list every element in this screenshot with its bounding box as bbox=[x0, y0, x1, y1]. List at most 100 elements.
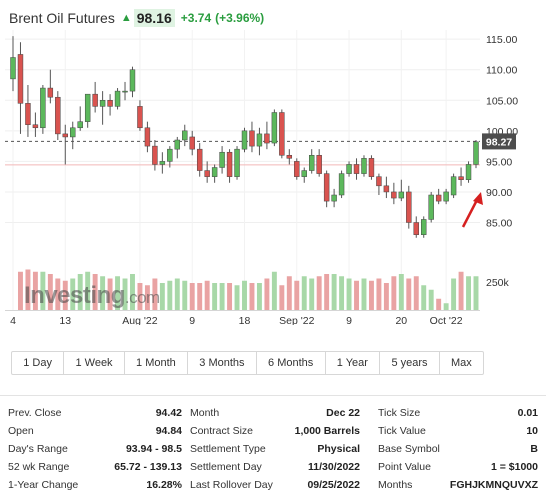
candle bbox=[196, 143, 203, 177]
price-change: +3.74 bbox=[180, 11, 212, 25]
candle bbox=[398, 179, 405, 202]
volume-bar bbox=[85, 271, 91, 310]
candle-body bbox=[279, 112, 285, 156]
stat-value: 1,000 Barrels bbox=[294, 425, 360, 437]
candle-body bbox=[264, 133, 270, 144]
stat-value: 16.28% bbox=[146, 479, 182, 491]
candle bbox=[413, 216, 419, 238]
volume-tick-label: 250k bbox=[486, 277, 510, 289]
candle bbox=[77, 106, 83, 131]
candle bbox=[301, 167, 307, 183]
candle-body bbox=[32, 124, 39, 129]
candle-body bbox=[152, 145, 158, 165]
candle-body bbox=[17, 54, 24, 104]
candle-body bbox=[10, 57, 16, 80]
candle-body bbox=[249, 130, 255, 147]
candle bbox=[114, 88, 121, 110]
price-change-percent: (+3.96%) bbox=[215, 11, 265, 25]
candle bbox=[17, 42, 24, 134]
stat-value: 93.94 - 98.5 bbox=[125, 443, 182, 455]
volume-bar bbox=[152, 278, 158, 310]
candle-body bbox=[204, 170, 210, 177]
volume-bar bbox=[167, 280, 173, 310]
candle-body bbox=[196, 148, 203, 171]
stat-row: Tick Size 0.01 bbox=[378, 404, 538, 422]
volume-bar bbox=[331, 274, 337, 310]
range-button-1-week[interactable]: 1 Week bbox=[64, 352, 125, 374]
stat-label: Point Value bbox=[378, 461, 431, 473]
candle bbox=[152, 140, 158, 171]
investing-watermark: Investing.com bbox=[24, 282, 160, 310]
range-button-max[interactable]: Max bbox=[451, 357, 472, 369]
candle bbox=[450, 173, 457, 199]
volume-bar bbox=[197, 283, 203, 310]
range-button-6-months[interactable]: 6 Months bbox=[257, 352, 326, 374]
volume-bar bbox=[242, 280, 247, 310]
y-tick-label: 110.00 bbox=[486, 65, 517, 77]
y-tick-label: 85.00 bbox=[486, 218, 512, 230]
stat-label: Prev. Close bbox=[8, 407, 62, 419]
stat-label: Contract Size bbox=[190, 425, 254, 437]
volume-bar bbox=[279, 285, 285, 310]
candle-body bbox=[271, 112, 278, 144]
candle-body bbox=[406, 191, 412, 223]
candle-body bbox=[346, 164, 352, 174]
price-chart[interactable]: 115.00110.00105.00100.0095.0090.0085.002… bbox=[0, 30, 546, 325]
candle bbox=[241, 127, 248, 153]
volume-bar bbox=[316, 276, 322, 310]
candle-body bbox=[211, 167, 218, 177]
range-button-1-year[interactable]: 1 Year bbox=[326, 352, 381, 374]
volume-bar bbox=[294, 280, 300, 310]
up-arrow-icon: ▲ bbox=[120, 12, 132, 24]
x-tick-label: 18 bbox=[239, 315, 251, 325]
range-button-5-years[interactable]: 5 years bbox=[380, 352, 440, 374]
candle bbox=[234, 146, 240, 180]
range-button-1-day[interactable]: 1 Day bbox=[12, 352, 65, 374]
candle-body bbox=[353, 164, 360, 174]
stat-label: Month bbox=[190, 407, 220, 419]
volume-bar bbox=[18, 271, 23, 310]
stat-value: 11/30/2022 bbox=[308, 461, 360, 473]
volume-bar bbox=[339, 276, 345, 310]
candle bbox=[159, 152, 166, 174]
candle bbox=[264, 121, 270, 150]
volume-bar bbox=[174, 278, 180, 310]
stat-value: 1 = $1000 bbox=[490, 461, 538, 473]
candle bbox=[323, 170, 330, 208]
candle-body bbox=[294, 161, 300, 177]
range-button-3-months[interactable]: 3 Months bbox=[188, 352, 257, 374]
candle-body bbox=[137, 106, 143, 129]
volume-bar bbox=[115, 276, 121, 310]
candle bbox=[55, 91, 61, 140]
candle-body bbox=[226, 151, 233, 177]
candle-body bbox=[428, 194, 434, 220]
candle-body bbox=[129, 69, 136, 92]
candle bbox=[435, 188, 442, 205]
range-button-1-month[interactable]: 1 Month bbox=[125, 352, 189, 374]
volume-bar bbox=[159, 283, 165, 310]
candle-body bbox=[391, 191, 397, 199]
volume-bar bbox=[204, 280, 210, 310]
candle-body bbox=[92, 93, 98, 107]
candle bbox=[376, 173, 382, 195]
last-price-box bbox=[482, 133, 516, 150]
stat-value: 94.84 bbox=[155, 425, 182, 437]
stat-label: Last Rollover Day bbox=[190, 479, 273, 491]
candle-body bbox=[413, 222, 419, 235]
candle-body bbox=[62, 133, 68, 138]
candle-body bbox=[473, 141, 479, 165]
candle bbox=[331, 188, 337, 208]
volume-bar bbox=[309, 278, 315, 310]
candle bbox=[99, 91, 106, 125]
y-tick-label: 105.00 bbox=[486, 95, 518, 107]
candle bbox=[428, 191, 434, 223]
candle-body bbox=[234, 148, 240, 177]
volume-bar bbox=[301, 276, 307, 310]
candle bbox=[129, 66, 136, 98]
stat-value: 10 bbox=[526, 425, 538, 437]
candle-body bbox=[55, 96, 61, 135]
candle bbox=[465, 161, 472, 183]
volume-bar bbox=[264, 278, 270, 310]
volume-bar bbox=[406, 278, 412, 310]
stat-row: Point Value 1 = $1000 bbox=[378, 458, 538, 476]
